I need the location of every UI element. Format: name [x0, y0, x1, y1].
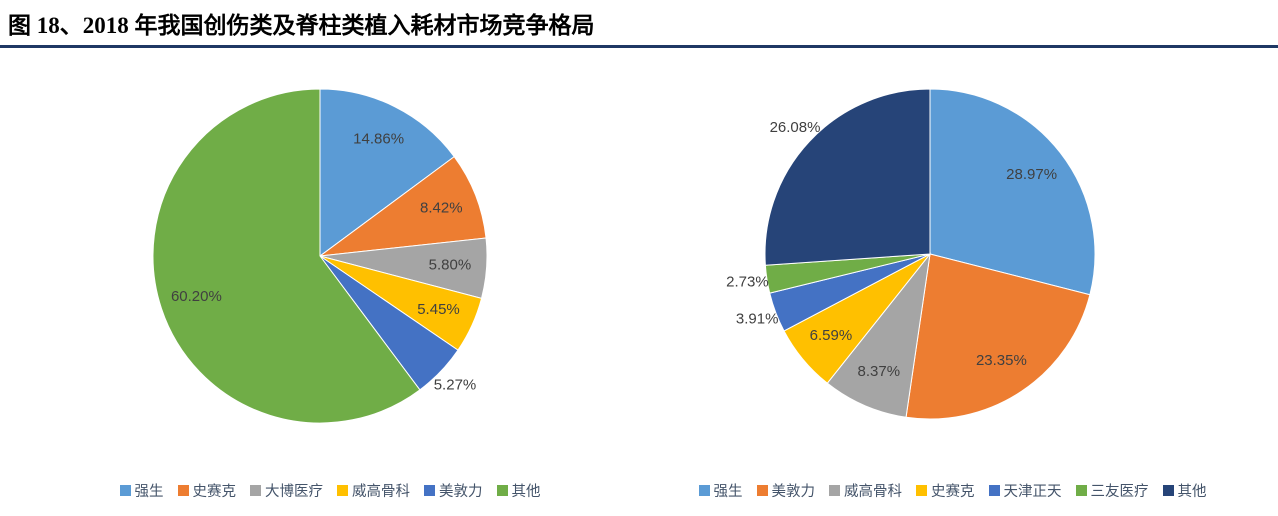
pie-slice: [929, 88, 1096, 296]
legend-label: 史赛克: [931, 484, 975, 500]
legend-item: 天津正天: [988, 480, 1062, 501]
slice-label: 23.35%: [976, 352, 1027, 369]
slice-label: 60.20%: [171, 288, 222, 305]
slice-label: 8.42%: [420, 200, 463, 217]
legend-item: 美敦力: [756, 480, 816, 501]
slice-label: 6.59%: [810, 327, 853, 344]
pie-slice: [318, 155, 487, 257]
legend-label: 大博医疗: [265, 484, 323, 500]
trauma-pie-legend: 强生 史赛克 大博医疗 威高骨科 美敦力 其他: [30, 480, 630, 501]
pie-slice: [319, 88, 455, 257]
slice-label: 5.80%: [429, 257, 472, 274]
legend-item: 美敦力: [424, 480, 483, 501]
legend-item: 威高骨科: [337, 480, 410, 501]
legend-item: 史赛克: [916, 480, 975, 501]
legend-swatch: [337, 485, 348, 496]
pie-slice: [152, 88, 421, 424]
legend-swatch: [1075, 485, 1087, 496]
legend-swatch: [1162, 485, 1174, 496]
trauma-pie-chart: 14.86% 8.42% 5.80% 5.45% 5.27% 60.20%: [152, 88, 488, 424]
slice-label: 8.37%: [858, 363, 901, 380]
legend-label: 威高骨科: [352, 484, 410, 500]
slice-label: 14.86%: [353, 131, 404, 148]
legend-item: 强生: [119, 480, 164, 501]
legend-label: 强生: [713, 484, 743, 500]
slice-label: 3.91%: [736, 310, 779, 327]
slice-label: 26.08%: [770, 119, 821, 136]
slice-label: 2.73%: [726, 273, 769, 290]
legend-item: 强生: [698, 480, 743, 501]
slice-label: 5.27%: [434, 376, 477, 393]
legend-item: 其他: [496, 480, 541, 501]
spine-pie-legend: 强生 美敦力 威高骨科 史赛克 天津正天 三友医疗 其他: [630, 480, 1275, 501]
pie-slice: [905, 253, 1091, 420]
legend-swatch: [424, 485, 435, 496]
legend-label: 其他: [1177, 484, 1207, 500]
legend-label: 三友医疗: [1090, 484, 1149, 500]
legend-label: 史赛克: [192, 484, 237, 500]
legend-swatch: [988, 485, 1000, 496]
legend-swatch: [916, 485, 927, 496]
legend-item: 其他: [1162, 480, 1207, 501]
legend-label: 美敦力: [771, 484, 816, 500]
legend-item: 史赛克: [177, 480, 237, 501]
pie-slice: [826, 252, 931, 418]
title-underline: [0, 45, 1278, 48]
legend-label: 其他: [511, 484, 541, 500]
legend-swatch: [756, 485, 768, 496]
legend-label: 天津正天: [1003, 484, 1062, 500]
legend-label: 强生: [134, 484, 164, 500]
legend-swatch: [496, 485, 508, 496]
figure-title: 图 18、2018 年我国创伤类及脊柱类植入耗材市场竞争格局: [8, 13, 595, 38]
legend-label: 威高骨科: [844, 484, 902, 500]
legend-swatch: [698, 485, 710, 496]
spine-pie-chart: 28.97% 23.35% 8.37% 6.59% 3.91% 2.73% 26.08%: [726, 88, 1096, 420]
legend-swatch: [119, 485, 131, 496]
legend-swatch: [177, 485, 189, 496]
slice-label: 5.45%: [417, 301, 460, 318]
legend-swatch: [250, 485, 261, 496]
pie-slice: [764, 88, 931, 266]
legend-item: 威高骨科: [829, 480, 902, 501]
legend-swatch: [829, 485, 840, 496]
slice-label: 28.97%: [1006, 166, 1057, 183]
legend-label: 美敦力: [439, 484, 483, 500]
legend-item: 三友医疗: [1075, 480, 1149, 501]
legend-item: 大博医疗: [250, 480, 323, 501]
